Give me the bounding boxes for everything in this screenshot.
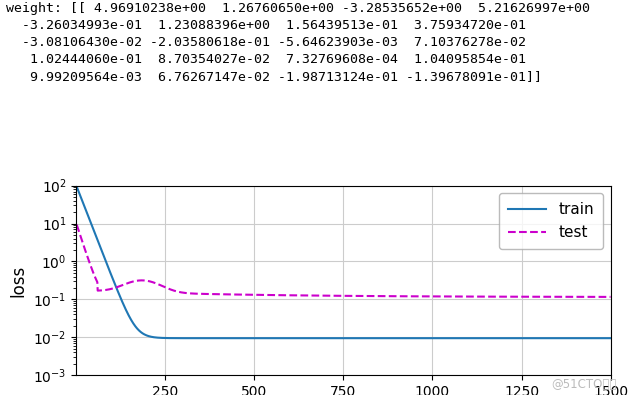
test xyxy=(300,293,307,298)
train xyxy=(300,336,307,340)
Text: weight: [[ 4.96910238e+00  1.26760650e+00 -3.28535652e+00  5.21626997e+00
  -3.2: weight: [[ 4.96910238e+00 1.26760650e+00… xyxy=(6,2,590,83)
test xyxy=(377,294,384,299)
test xyxy=(114,284,122,289)
test xyxy=(607,295,614,299)
train xyxy=(607,336,614,340)
Text: @51CTO博客: @51CTO博客 xyxy=(551,378,617,391)
train xyxy=(369,336,377,340)
Y-axis label: loss: loss xyxy=(10,264,28,297)
Line: train: train xyxy=(77,186,611,338)
train xyxy=(377,336,385,340)
train xyxy=(114,289,122,294)
train xyxy=(136,329,144,333)
Legend: train, test: train, test xyxy=(499,193,603,249)
train xyxy=(320,336,328,340)
train xyxy=(310,336,318,340)
Line: test: test xyxy=(77,224,611,297)
test xyxy=(73,222,81,227)
test xyxy=(136,278,144,283)
train xyxy=(73,184,81,189)
test xyxy=(320,293,328,298)
test xyxy=(310,293,318,298)
